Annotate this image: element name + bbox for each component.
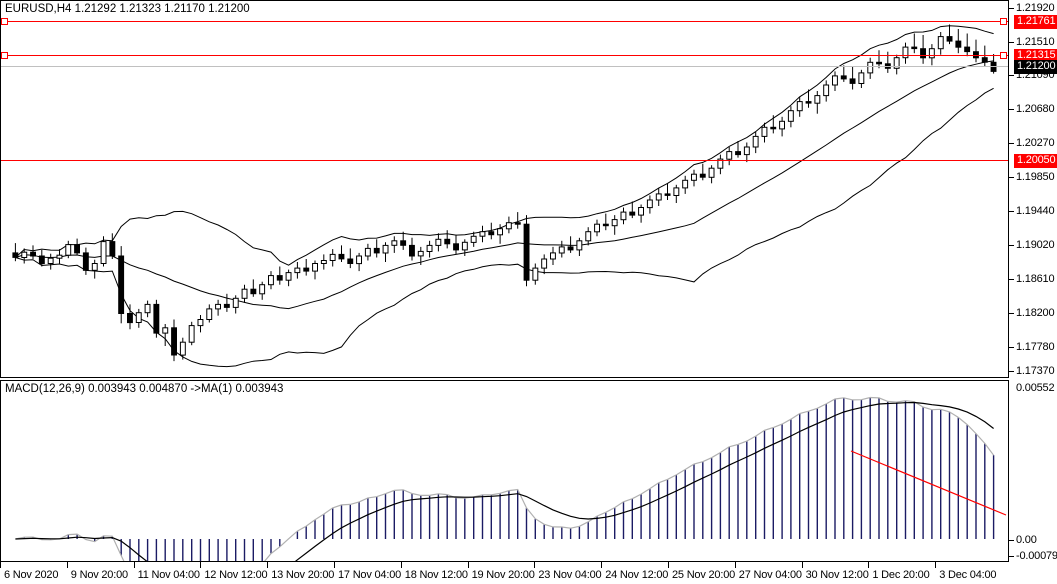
candlestick-series: [12, 24, 997, 362]
time-axis-label: 18 Nov 12:00: [404, 569, 468, 581]
price-chart-canvas: [12, 24, 997, 368]
price-level-resistance-1[interactable]: [1, 21, 1008, 22]
time-tick: [200, 562, 202, 568]
axis-tick: [1009, 313, 1014, 314]
current-price-label[interactable]: 1.21200: [1014, 60, 1057, 74]
chart-symbol-header: EURUSD,H4 1.21292 1.21323 1.21170 1.2120…: [5, 3, 250, 15]
axis-tick: [1009, 177, 1014, 178]
macd-indicator-header: MACD(12,26,9) 0.003943 0.004870 ->MA(1) …: [5, 383, 284, 395]
time-tick: [400, 562, 402, 568]
level-handle-right[interactable]: [1000, 52, 1007, 59]
time-tick: [534, 562, 536, 568]
time-tick: [868, 562, 870, 568]
time-tick: [801, 562, 803, 568]
time-tick: [133, 562, 135, 568]
macd-axis[interactable]: 0.00552 0.00 -0.00079: [1008, 380, 1057, 562]
price-axis-label: 1.19440: [1016, 205, 1055, 217]
macd-axis-label: 0.00: [1016, 534, 1037, 546]
price-axis-label: 1.20680: [1016, 103, 1055, 115]
axis-tick: [1009, 279, 1014, 280]
price-axis-label: 1.20270: [1016, 137, 1055, 149]
price-chart-panel[interactable]: [0, 0, 1009, 378]
axis-tick: [1009, 211, 1014, 212]
price-axis-label: 1.19850: [1016, 171, 1055, 183]
time-axis[interactable]: 6 Nov 2020 9 Nov 20:00 11 Nov 04:00 12 Nov …: [0, 562, 1009, 584]
time-axis-label: 12 Nov 12:00: [204, 569, 268, 581]
axis-tick: [1009, 143, 1014, 144]
time-tick: [467, 562, 469, 568]
bollinger-lower-band: [15, 87, 994, 368]
axis-tick: [1009, 556, 1014, 557]
time-axis-label: 17 Nov 04:00: [338, 569, 402, 581]
macd-indicator-panel[interactable]: [0, 380, 1009, 562]
macd-histogram: [23, 397, 995, 561]
axis-tick: [1009, 42, 1014, 43]
time-tick: [66, 562, 68, 568]
time-tick: [601, 562, 603, 568]
time-axis-label: 13 Nov 20:00: [271, 569, 335, 581]
time-tick: [0, 562, 1, 568]
time-axis-label: 25 Nov 20:00: [672, 569, 736, 581]
axis-tick: [1009, 245, 1014, 246]
price-axis-label: 1.19020: [1016, 239, 1055, 251]
level-handle-right[interactable]: [1000, 18, 1007, 25]
time-tick: [668, 562, 669, 568]
time-axis-label: 19 Nov 20:00: [471, 569, 535, 581]
time-axis-label: 3 Dec 04:00: [939, 569, 997, 581]
axis-tick: [1009, 8, 1014, 9]
macd-axis-label: 0.00552: [1016, 382, 1055, 394]
macd-line: [15, 396, 995, 561]
time-axis-label: 6 Nov 2020: [4, 569, 59, 581]
price-level-label[interactable]: 1.21315: [1014, 49, 1057, 63]
time-axis-label: 27 Nov 04:00: [738, 569, 802, 581]
time-tick: [935, 562, 937, 568]
time-axis-label: 1 Dec 20:00: [872, 569, 930, 581]
price-axis-label: 1.21510: [1016, 36, 1055, 48]
price-axis-label: 1.17370: [1016, 365, 1055, 377]
level-handle-left[interactable]: [1, 52, 8, 59]
axis-tick: [1009, 371, 1014, 372]
price-level-label[interactable]: 1.20050: [1014, 154, 1057, 168]
time-tick: [734, 562, 736, 568]
macd-trendline[interactable]: [850, 450, 1007, 516]
macd-axis-label: -0.00079: [1016, 550, 1057, 562]
axis-tick: [1009, 540, 1014, 541]
time-axis-label: 9 Nov 20:00: [70, 569, 128, 581]
macd-signal-line: [15, 401, 994, 561]
price-level-current-price[interactable]: [1, 66, 1008, 67]
price-axis[interactable]: 1.21920 1.21761 1.21510 1.21315 1.21200 1.210…: [1008, 0, 1057, 378]
time-axis-label: 11 Nov 04:00: [137, 569, 200, 581]
macd-chart-canvas: [15, 396, 1007, 561]
price-level-label[interactable]: 1.21761: [1014, 15, 1057, 29]
bollinger-middle-band: [15, 60, 994, 310]
time-axis-label: 30 Nov 12:00: [805, 569, 869, 581]
time-tick: [334, 562, 335, 568]
time-axis-label: 24 Nov 12:00: [605, 569, 669, 581]
price-axis-label: 1.18200: [1016, 307, 1055, 319]
price-axis-label: 1.21090: [1016, 69, 1055, 81]
price-axis-label: 1.21920: [1016, 2, 1055, 14]
price-axis-label: 1.18610: [1016, 273, 1055, 285]
axis-tick: [1009, 347, 1014, 348]
price-axis-label: 1.17780: [1016, 341, 1055, 353]
axis-tick: [1009, 75, 1014, 76]
price-level-resistance-2[interactable]: [1, 55, 1008, 56]
price-level-support-1[interactable]: [1, 160, 1008, 161]
bollinger-upper-band: [15, 25, 994, 266]
time-tick: [267, 562, 269, 568]
time-axis-label: 23 Nov 04:00: [538, 569, 602, 581]
level-handle-left[interactable]: [1, 18, 8, 25]
axis-tick: [1009, 109, 1014, 110]
